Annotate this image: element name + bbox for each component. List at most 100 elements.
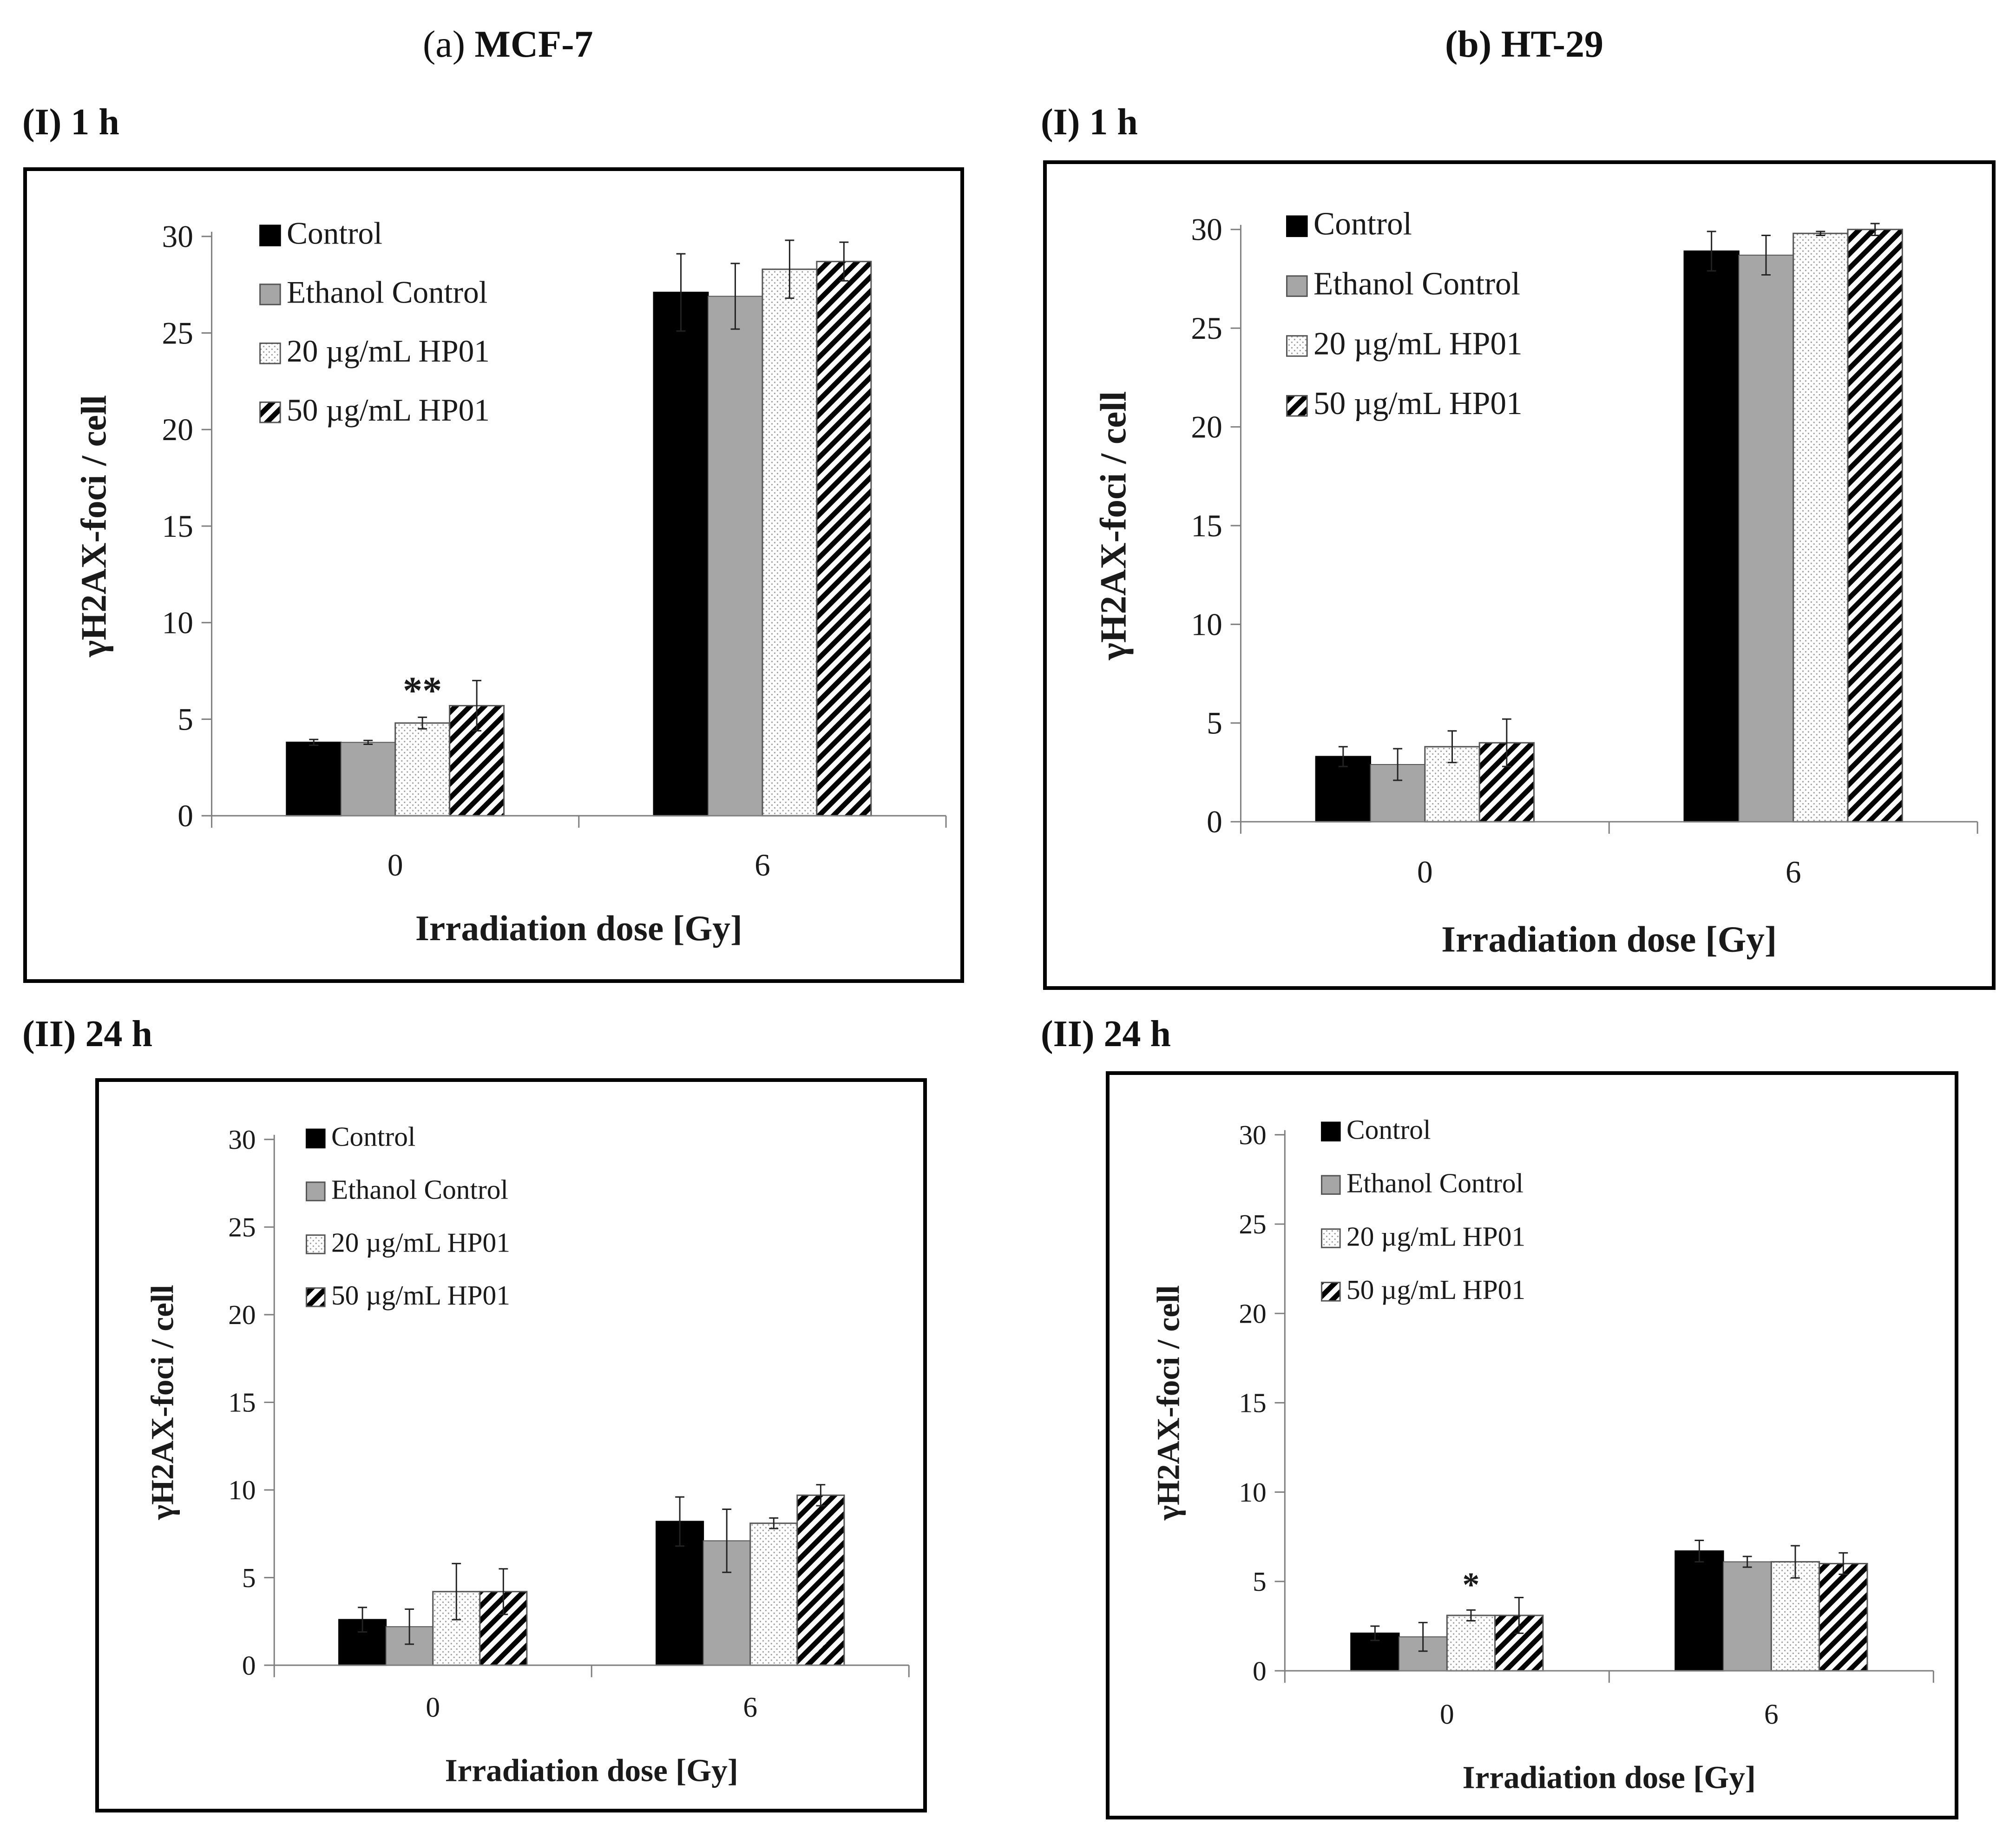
bar-striped-dose-6 xyxy=(816,261,872,817)
legend-swatch-striped xyxy=(1321,1282,1341,1302)
chart-svg-ht29-1h: 0 5 10 15 20 25 30 0 6 Irradiation dose [Gy] γH2AX… xyxy=(1093,206,1978,960)
legend-swatch-ethanol xyxy=(259,283,281,305)
x-tick-label: 0 xyxy=(1417,855,1433,890)
significance-annotation: * xyxy=(1462,1566,1479,1604)
x-tick-label: 0 xyxy=(426,1692,440,1723)
legend-swatch-control xyxy=(259,224,281,247)
y-axis-label: γH2AX-foci / cell xyxy=(74,395,114,658)
panel-label-a-24h: (II) 24 h xyxy=(22,1014,153,1054)
bar-dotted-dose-6 xyxy=(749,1522,798,1666)
legend-label-control: Control xyxy=(1313,206,1412,242)
bar-dotted-dose-6 xyxy=(1770,1561,1820,1672)
x-axis-label: Irradiation dose [Gy] xyxy=(445,1753,738,1788)
y-tick-label: 20 xyxy=(1239,1298,1266,1329)
y-tick-label: 25 xyxy=(1239,1209,1266,1239)
legend-label-control: Control xyxy=(331,1121,415,1152)
bar-striped-dose-6 xyxy=(796,1494,845,1666)
y-tick-label: 10 xyxy=(162,606,193,640)
legend-label-dotted: 20 µg/mL HP01 xyxy=(1313,326,1523,362)
panel-label-b-24h: (II) 24 h xyxy=(1041,1014,1171,1054)
y-tick-label: 20 xyxy=(228,1299,256,1330)
chart-svg-ht29-24h: 0 5 10 15 20 25 30 0 6 * Irradiation dose [Gy] γH2A… xyxy=(1150,1114,1934,1795)
y-tick-label: 15 xyxy=(1191,508,1222,543)
y-tick-label: 5 xyxy=(177,702,193,737)
y-tick-label: 25 xyxy=(228,1212,256,1242)
legend-swatch-striped xyxy=(259,401,281,423)
y-tick-label: 15 xyxy=(228,1387,256,1418)
bar-dotted-dose-6 xyxy=(762,268,818,817)
y-tick-label: 30 xyxy=(1239,1120,1266,1150)
legend-label-striped: 50 µg/mL HP01 xyxy=(1313,386,1523,422)
chart-ht29-1h: 0 5 10 15 20 25 30 0 6 Irradiation dose [Gy] γH2AX… xyxy=(1043,160,1996,990)
legend-label-striped: 50 µg/mL HP01 xyxy=(287,393,490,428)
bar-control-dose-6 xyxy=(1675,1550,1724,1672)
legend-swatch-ethanol xyxy=(1286,275,1308,297)
bar-control-dose-0 xyxy=(286,741,342,817)
legend-label-ethanol: Ethanol Control xyxy=(331,1174,508,1205)
legend-label-ethanol: Ethanol Control xyxy=(1346,1167,1523,1198)
y-tick-label: 0 xyxy=(242,1650,256,1680)
legend-label-dotted: 20 µg/mL HP01 xyxy=(287,334,490,369)
x-tick-label: 6 xyxy=(1786,855,1801,890)
legend-swatch-striped xyxy=(1286,395,1308,417)
y-tick-label: 15 xyxy=(162,509,193,544)
x-axis-label: Irradiation dose [Gy] xyxy=(415,908,742,948)
legend-label-control: Control xyxy=(287,216,382,251)
bar-dotted-dose-6 xyxy=(1793,232,1849,823)
legend-label-dotted: 20 µg/mL HP01 xyxy=(331,1227,510,1258)
legend-swatch-ethanol xyxy=(306,1181,326,1201)
y-tick-label: 0 xyxy=(1207,804,1222,839)
bar-ethanol-dose-6 xyxy=(1723,1561,1772,1672)
significance-annotation: ** xyxy=(403,669,442,712)
bar-control-dose-6 xyxy=(1683,250,1740,823)
legend-label-ethanol: Ethanol Control xyxy=(1313,266,1520,302)
panel-label-a-1h: (I) 1 h xyxy=(22,102,119,143)
bar-control-dose-6 xyxy=(653,291,709,817)
chart-mcf7-24h: 0 5 10 15 20 25 30 0 6 Irradiation dose [Gy] γH2AX… xyxy=(95,1078,927,1812)
y-tick-label: 20 xyxy=(162,412,193,447)
column-label-b: (b) xyxy=(1445,23,1492,65)
y-tick-label: 30 xyxy=(162,219,193,254)
legend-swatch-dotted xyxy=(259,343,281,364)
y-tick-label: 5 xyxy=(1253,1566,1267,1597)
column-title-b: (b) HT-29 xyxy=(1445,22,1603,66)
legend-label-dotted: 20 µg/mL HP01 xyxy=(1346,1221,1525,1252)
legend-label-striped: 50 µg/mL HP01 xyxy=(1346,1274,1525,1305)
y-tick-label: 10 xyxy=(1239,1477,1266,1508)
legend-swatch-ethanol xyxy=(1321,1175,1341,1195)
y-tick-label: 30 xyxy=(228,1124,256,1155)
legend-swatch-dotted xyxy=(306,1234,326,1254)
bar-dotted-dose-0 xyxy=(394,722,451,817)
legend-swatch-dotted xyxy=(1321,1228,1341,1248)
bar-dotted-dose-0 xyxy=(1446,1615,1496,1672)
chart-svg-mcf7-1h: 0 5 10 15 20 25 30 0 6 ** Irradiation dose [Gy] γH2… xyxy=(74,216,947,948)
x-tick-label: 6 xyxy=(743,1692,757,1723)
chart-mcf7-1h: 0 5 10 15 20 25 30 0 6 ** Irradiation dose [Gy] γH2… xyxy=(23,167,964,983)
y-axis-label: γH2AX-foci / cell xyxy=(1093,391,1134,661)
legend-label-ethanol: Ethanol Control xyxy=(287,275,487,310)
bar-striped-dose-6 xyxy=(1847,229,1903,823)
y-tick-label: 30 xyxy=(1191,212,1222,247)
y-axis-label: γH2AX-foci / cell xyxy=(144,1285,180,1521)
x-axis-label: Irradiation dose [Gy] xyxy=(1441,919,1777,960)
x-tick-label: 0 xyxy=(387,848,403,883)
legend-label-control: Control xyxy=(1346,1114,1431,1145)
y-tick-label: 20 xyxy=(1191,409,1222,444)
legend-swatch-striped xyxy=(306,1287,326,1307)
legend-swatch-dotted xyxy=(1286,335,1308,357)
panel-label-b-1h: (I) 1 h xyxy=(1041,102,1138,143)
legend-swatch-control xyxy=(306,1128,326,1149)
column-name-b: HT-29 xyxy=(1501,23,1603,65)
y-tick-label: 5 xyxy=(242,1562,256,1593)
column-label-a: (a) xyxy=(423,23,466,65)
x-tick-label: 6 xyxy=(1764,1699,1779,1730)
bar-ethanol-dose-0 xyxy=(340,742,396,817)
x-axis-label: Irradiation dose [Gy] xyxy=(1463,1760,1756,1795)
y-tick-label: 25 xyxy=(1191,311,1222,346)
y-tick-label: 15 xyxy=(1239,1388,1266,1418)
x-tick-label: 6 xyxy=(755,848,770,883)
bar-ethanol-dose-6 xyxy=(1738,254,1794,823)
bar-striped-dose-6 xyxy=(1819,1562,1868,1672)
y-tick-label: 25 xyxy=(162,316,193,350)
